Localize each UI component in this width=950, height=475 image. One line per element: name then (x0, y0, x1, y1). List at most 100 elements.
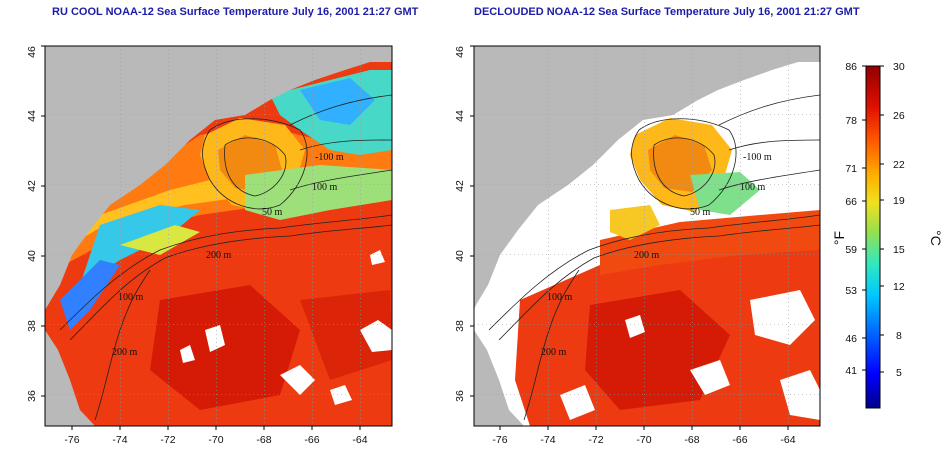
x-tick-label: -68 (684, 434, 699, 446)
x-tick-label: -70 (636, 434, 651, 446)
warm-core-patch (150, 285, 300, 410)
y-tick-label: 38 (454, 320, 466, 332)
colorbar-celsius-labels: 30 26 22 19 15 12 8 5 (893, 61, 905, 379)
colorbar-fahrenheit-labels: 86 78 71 66 59 53 46 41 (845, 61, 857, 377)
contour-label: -100 m (743, 152, 772, 163)
map-panel-full: -100 m 100 m 50 m 200 m 100 m 200 m (44, 45, 393, 427)
y-tick-label: 38 (26, 320, 38, 332)
celsius-tick: 19 (893, 195, 905, 207)
y-tick-label: 42 (454, 180, 466, 192)
cloud (360, 320, 392, 352)
land-mass (45, 46, 392, 310)
y-tick-label: 40 (26, 250, 38, 262)
cloud (370, 250, 385, 265)
cloud (205, 325, 225, 352)
cloud-mask (780, 370, 820, 420)
y-tick-label: 36 (454, 390, 466, 402)
map-panel-declouded: -100 m 100 m 50 m 200 m 100 m 200 m (473, 45, 821, 427)
contour-label: 50 m (262, 207, 283, 218)
shelf-yellow (120, 225, 200, 255)
x-tick-label: -68 (256, 434, 271, 446)
y-tick-label: 36 (26, 390, 38, 402)
x-tick-label: -72 (588, 434, 603, 446)
cloud-mask (625, 315, 645, 338)
x-tick-label: -66 (732, 434, 747, 446)
slope-band (600, 210, 820, 275)
y-axis-labels-panel-1: 46 44 42 40 38 36 (26, 46, 38, 402)
y-tick-label: 46 (26, 46, 38, 58)
contour-label: 200 m (206, 250, 232, 261)
celsius-tick: 30 (893, 61, 905, 73)
land-south (474, 330, 524, 426)
fahrenheit-tick: 71 (845, 163, 857, 175)
celsius-tick: 8 (896, 330, 902, 342)
contour-label: 100 m (740, 182, 766, 193)
cloud-mask (560, 385, 595, 420)
contour-label: 50 m (690, 207, 711, 218)
x-tick-label: -74 (540, 434, 555, 446)
fahrenheit-tick: 59 (845, 244, 857, 256)
isobath-contours (488, 94, 820, 421)
map-frame (44, 45, 393, 427)
cloud-mask (690, 360, 730, 395)
shelf-green (690, 172, 760, 215)
contour-label: 200 m (541, 347, 567, 358)
x-tick-label: -74 (112, 434, 127, 446)
graticule (45, 46, 392, 426)
land-mass (474, 46, 820, 310)
land-south (45, 330, 95, 426)
cloud (330, 385, 352, 405)
contour-label: 100 m (118, 292, 144, 303)
x-tick-label: -72 (160, 434, 175, 446)
fahrenheit-tick: 41 (845, 365, 857, 377)
graticule (474, 46, 820, 426)
fahrenheit-tick: 53 (845, 285, 857, 297)
isobath-contours (59, 94, 392, 421)
x-tick-label: -70 (208, 434, 223, 446)
celsius-tick: 5 (896, 367, 902, 379)
contour-label: 100 m (547, 292, 573, 303)
y-tick-label: 42 (26, 180, 38, 192)
celsius-unit-label: °C (928, 230, 944, 246)
axis-ticks-panel-1 (41, 45, 361, 430)
x-tick-label: -64 (352, 434, 367, 446)
fahrenheit-tick: 86 (845, 61, 857, 73)
y-tick-label: 40 (454, 250, 466, 262)
fahrenheit-unit-label: °F (831, 231, 847, 245)
map-frame (473, 45, 821, 427)
x-axis-labels-panel-2: -76 -74 -72 -70 -68 -66 -64 (492, 434, 795, 446)
cloud-mask (750, 290, 815, 345)
contour-label: -100 m (315, 152, 344, 163)
fahrenheit-tick: 78 (845, 115, 857, 127)
y-tick-label: 46 (454, 46, 466, 58)
y-tick-label: 44 (454, 110, 466, 122)
panel-2-title: DECLOUDED NOAA-12 Sea Surface Temperatur… (474, 6, 860, 18)
panel-1-title: RU COOL NOAA-12 Sea Surface Temperature … (52, 6, 419, 18)
shelf-yellow (610, 205, 660, 240)
contour-label: 200 m (634, 250, 660, 261)
fahrenheit-tick: 66 (845, 196, 857, 208)
celsius-tick: 22 (893, 159, 905, 171)
y-axis-labels-panel-2: 46 44 42 40 38 36 (454, 46, 466, 402)
x-tick-label: -66 (304, 434, 319, 446)
x-tick-label: -76 (64, 434, 79, 446)
x-tick-label: -64 (780, 434, 795, 446)
celsius-tick: 26 (893, 110, 905, 122)
shelf-green (245, 165, 392, 220)
contour-label: 100 m (312, 182, 338, 193)
axis-ticks-panel-2 (470, 45, 789, 430)
colorbar-ticks (862, 65, 884, 373)
warm-patch-east (300, 290, 392, 380)
maine-coast-cold (300, 78, 375, 125)
temperature-colorbar: 86 78 71 66 59 53 46 41 30 26 22 19 15 1… (831, 61, 944, 409)
cloud (180, 345, 195, 363)
x-axis-labels-panel-1: -76 -74 -72 -70 -68 -66 -64 (64, 434, 367, 446)
y-tick-label: 44 (26, 110, 38, 122)
celsius-tick: 15 (893, 244, 905, 256)
celsius-tick: 12 (893, 281, 905, 293)
x-tick-label: -76 (492, 434, 507, 446)
nearshore-blue (60, 260, 120, 330)
fahrenheit-tick: 46 (845, 333, 857, 345)
colorbar-gradient (865, 65, 881, 409)
